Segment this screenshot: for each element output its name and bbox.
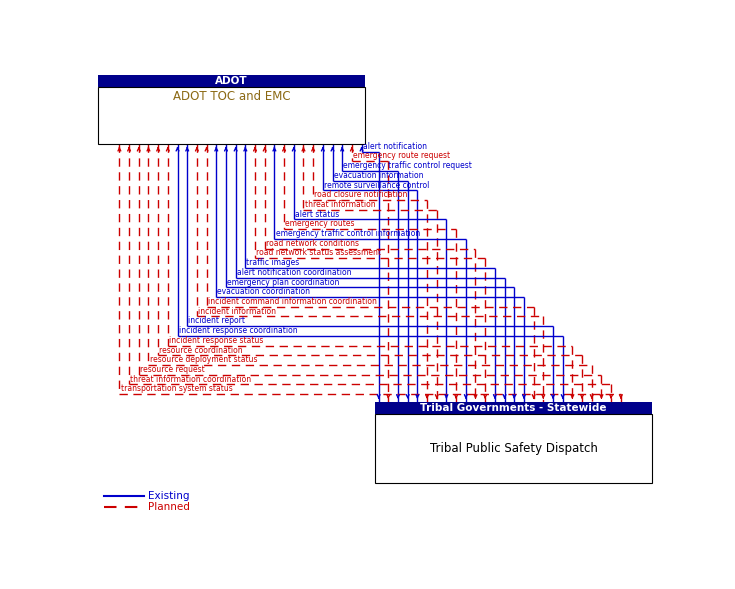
Bar bbox=[375, 414, 652, 482]
Text: alert notification coordination: alert notification coordination bbox=[237, 268, 351, 277]
Text: threat information coordination: threat information coordination bbox=[130, 375, 251, 383]
Text: Planned: Planned bbox=[148, 501, 190, 511]
Text: emergency route request: emergency route request bbox=[353, 151, 450, 160]
Text: resource request: resource request bbox=[140, 365, 204, 374]
Text: emergency routes: emergency routes bbox=[285, 219, 355, 229]
Text: Tribal Governments - Statewide: Tribal Governments - Statewide bbox=[420, 403, 606, 413]
Text: alert notification: alert notification bbox=[363, 142, 427, 151]
Text: incident command information coordination: incident command information coordinatio… bbox=[208, 297, 376, 306]
Text: remote surveillance control: remote surveillance control bbox=[324, 181, 429, 190]
Text: traffic images: traffic images bbox=[246, 258, 300, 267]
Bar bbox=[98, 75, 365, 87]
Text: emergency plan coordination: emergency plan coordination bbox=[227, 277, 340, 287]
Text: Existing: Existing bbox=[148, 491, 189, 501]
Text: threat information: threat information bbox=[304, 200, 376, 209]
Text: road closure notification: road closure notification bbox=[315, 190, 408, 199]
Text: road network status assessment: road network status assessment bbox=[257, 249, 381, 257]
Text: ADOT TOC and EMC: ADOT TOC and EMC bbox=[173, 90, 290, 102]
Text: evacuation information: evacuation information bbox=[334, 171, 423, 180]
Text: Tribal Public Safety Dispatch: Tribal Public Safety Dispatch bbox=[429, 442, 598, 455]
Text: emergency traffic control information: emergency traffic control information bbox=[276, 229, 420, 238]
Text: incident report: incident report bbox=[188, 316, 245, 325]
Text: resource deployment status: resource deployment status bbox=[150, 355, 257, 364]
Text: incident response coordination: incident response coordination bbox=[179, 326, 297, 335]
Bar bbox=[98, 87, 365, 144]
Text: resource coordination: resource coordination bbox=[159, 346, 243, 355]
Bar bbox=[375, 402, 652, 414]
Text: road network conditions: road network conditions bbox=[266, 239, 359, 248]
Text: alert status: alert status bbox=[295, 210, 339, 219]
Text: evacuation coordination: evacuation coordination bbox=[218, 287, 310, 296]
Text: incident response status: incident response status bbox=[169, 336, 263, 345]
Text: incident information: incident information bbox=[198, 307, 276, 316]
Text: transportation system status: transportation system status bbox=[121, 384, 232, 393]
Text: emergency traffic control request: emergency traffic control request bbox=[343, 161, 472, 170]
Text: ADOT: ADOT bbox=[215, 76, 248, 85]
